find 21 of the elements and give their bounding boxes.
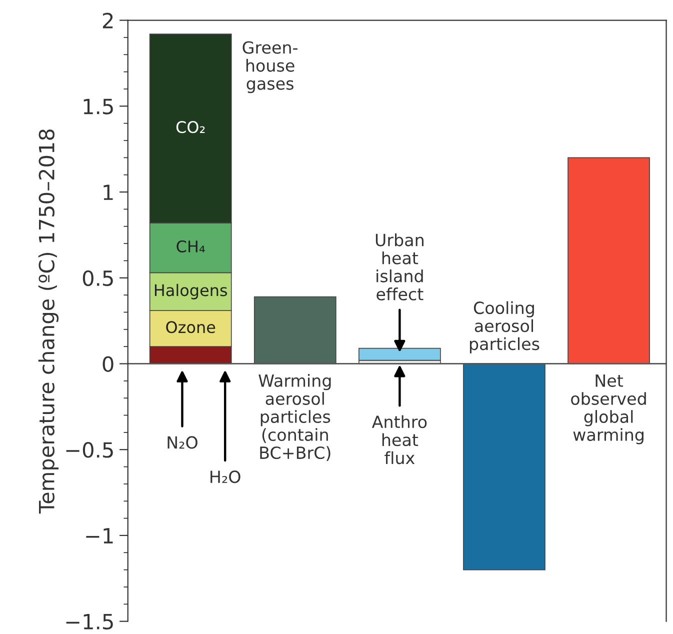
y-tick-label: 1.5 — [84, 98, 113, 114]
y-tick-label: −0.5 — [66, 442, 113, 458]
series-label: Ozone — [166, 321, 216, 334]
y-tick-label: −1 — [86, 528, 113, 544]
y-axis-title: Temperature change (ºC) 1750–2018 — [38, 129, 59, 514]
annotation: Green- house gases — [242, 41, 298, 94]
annotation: Warming aerosol particles (contain BC+BrC) — [258, 374, 331, 462]
annotation: Urban heat island effect — [376, 233, 424, 300]
series-label: CH₄ — [176, 240, 205, 252]
annotation: Cooling aerosol particles — [470, 301, 540, 354]
y-tick-label: 2 — [102, 12, 113, 28]
y-tick-label: 0.5 — [82, 270, 113, 286]
series-label: Halogens — [154, 284, 228, 300]
annotation: Net observed global warming — [571, 374, 646, 444]
y-tick-label: 1 — [104, 184, 113, 200]
annotation: Anthro heat flux — [372, 415, 427, 464]
series-label: CO₂ — [176, 121, 205, 134]
annotation: H₂O — [210, 470, 240, 484]
y-tick-label: 0 — [102, 356, 114, 372]
annotation: N₂O — [168, 436, 198, 449]
y-tick-label: −1.5 — [66, 614, 113, 630]
